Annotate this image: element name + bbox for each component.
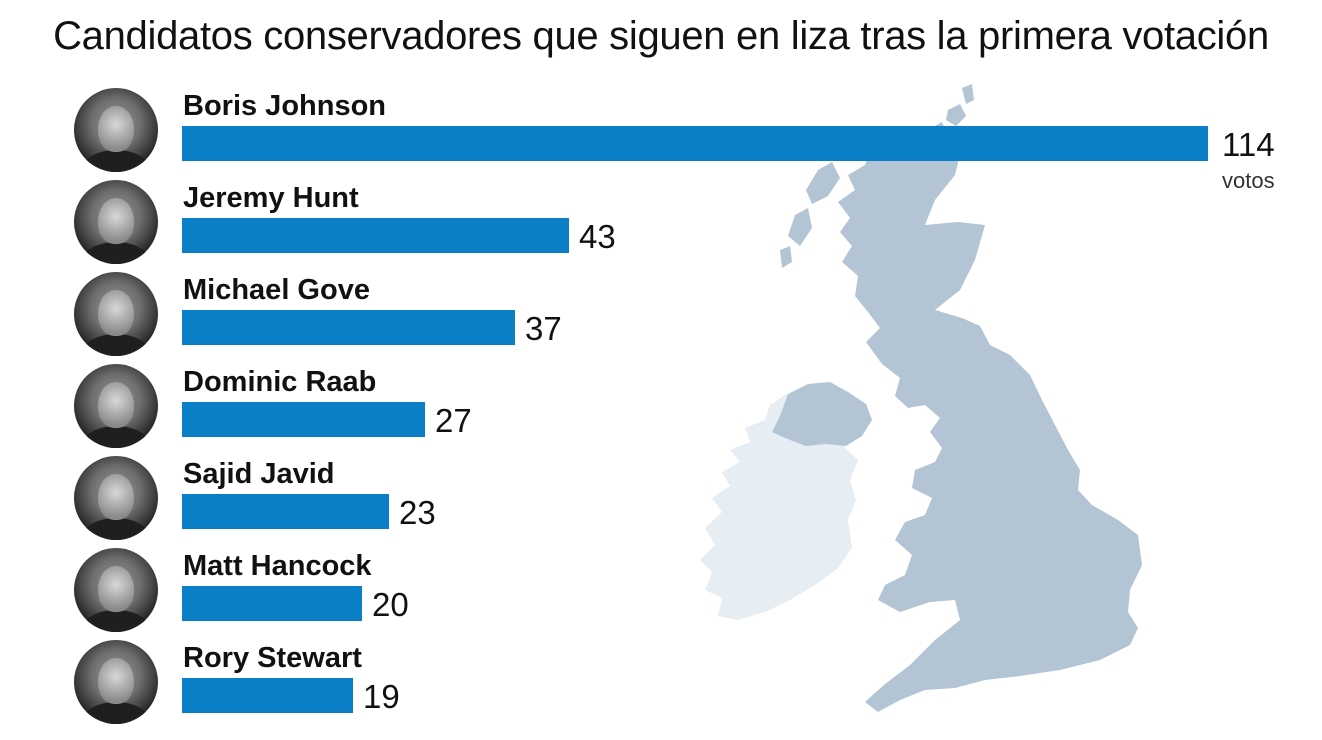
category-label: Dominic Raab [183, 366, 377, 398]
ireland-shape [700, 388, 858, 620]
data-label: 37 [525, 310, 562, 347]
bar [182, 218, 569, 253]
bar [182, 310, 515, 345]
data-label: 19 [363, 678, 400, 715]
bar-row: Boris Johnson 114 votos [0, 88, 1322, 193]
bar [182, 494, 389, 529]
candidate-photo [74, 180, 158, 264]
data-label: 43 [579, 218, 616, 255]
category-label: Boris Johnson [183, 90, 387, 122]
photo-face [98, 658, 134, 704]
category-label: Sajid Javid [183, 458, 335, 490]
photo-shoulders [82, 610, 150, 632]
northern-isles [935, 84, 974, 136]
bar [182, 586, 362, 621]
category-label: Rory Stewart [183, 642, 362, 674]
category-label: Michael Gove [183, 274, 370, 306]
photo-face [98, 474, 134, 520]
bar-row: Michael Gove 37 [0, 272, 1322, 364]
bar [182, 126, 1208, 161]
photo-shoulders [82, 242, 150, 264]
photo-shoulders [82, 334, 150, 356]
category-label: Matt Hancock [183, 550, 372, 582]
data-label: 23 [399, 494, 436, 531]
candidate-photo [74, 640, 158, 724]
photo-face [98, 198, 134, 244]
bar [182, 678, 353, 713]
great-britain-shape [838, 140, 1142, 712]
photo-face [98, 290, 134, 336]
chart-title: Candidatos conservadores que siguen en l… [53, 14, 1269, 58]
bar-row: Rory Stewart 19 [0, 640, 1322, 732]
data-label: 27 [435, 402, 472, 439]
candidate-photo [74, 88, 158, 172]
bar-row: Sajid Javid 23 [0, 456, 1322, 548]
photo-shoulders [82, 150, 150, 172]
candidate-photo [74, 272, 158, 356]
bar-row: Matt Hancock 20 [0, 548, 1322, 640]
photo-shoulders [82, 518, 150, 540]
hebrides-islands [780, 162, 840, 268]
candidate-photo [74, 456, 158, 540]
category-label: Jeremy Hunt [183, 182, 359, 214]
bar-row: Dominic Raab 27 [0, 364, 1322, 456]
photo-shoulders [82, 702, 150, 724]
photo-face [98, 566, 134, 612]
photo-face [98, 106, 134, 152]
data-label: 114 [1222, 126, 1275, 163]
candidate-photo [74, 548, 158, 632]
photo-shoulders [82, 426, 150, 448]
photo-face [98, 382, 134, 428]
unit-label: votos [1222, 168, 1275, 193]
northern-ireland-shape [772, 382, 872, 446]
bar-row: Jeremy Hunt 43 [0, 180, 1322, 272]
candidate-photo [74, 364, 158, 448]
bar [182, 402, 425, 437]
data-label: 20 [372, 586, 409, 623]
